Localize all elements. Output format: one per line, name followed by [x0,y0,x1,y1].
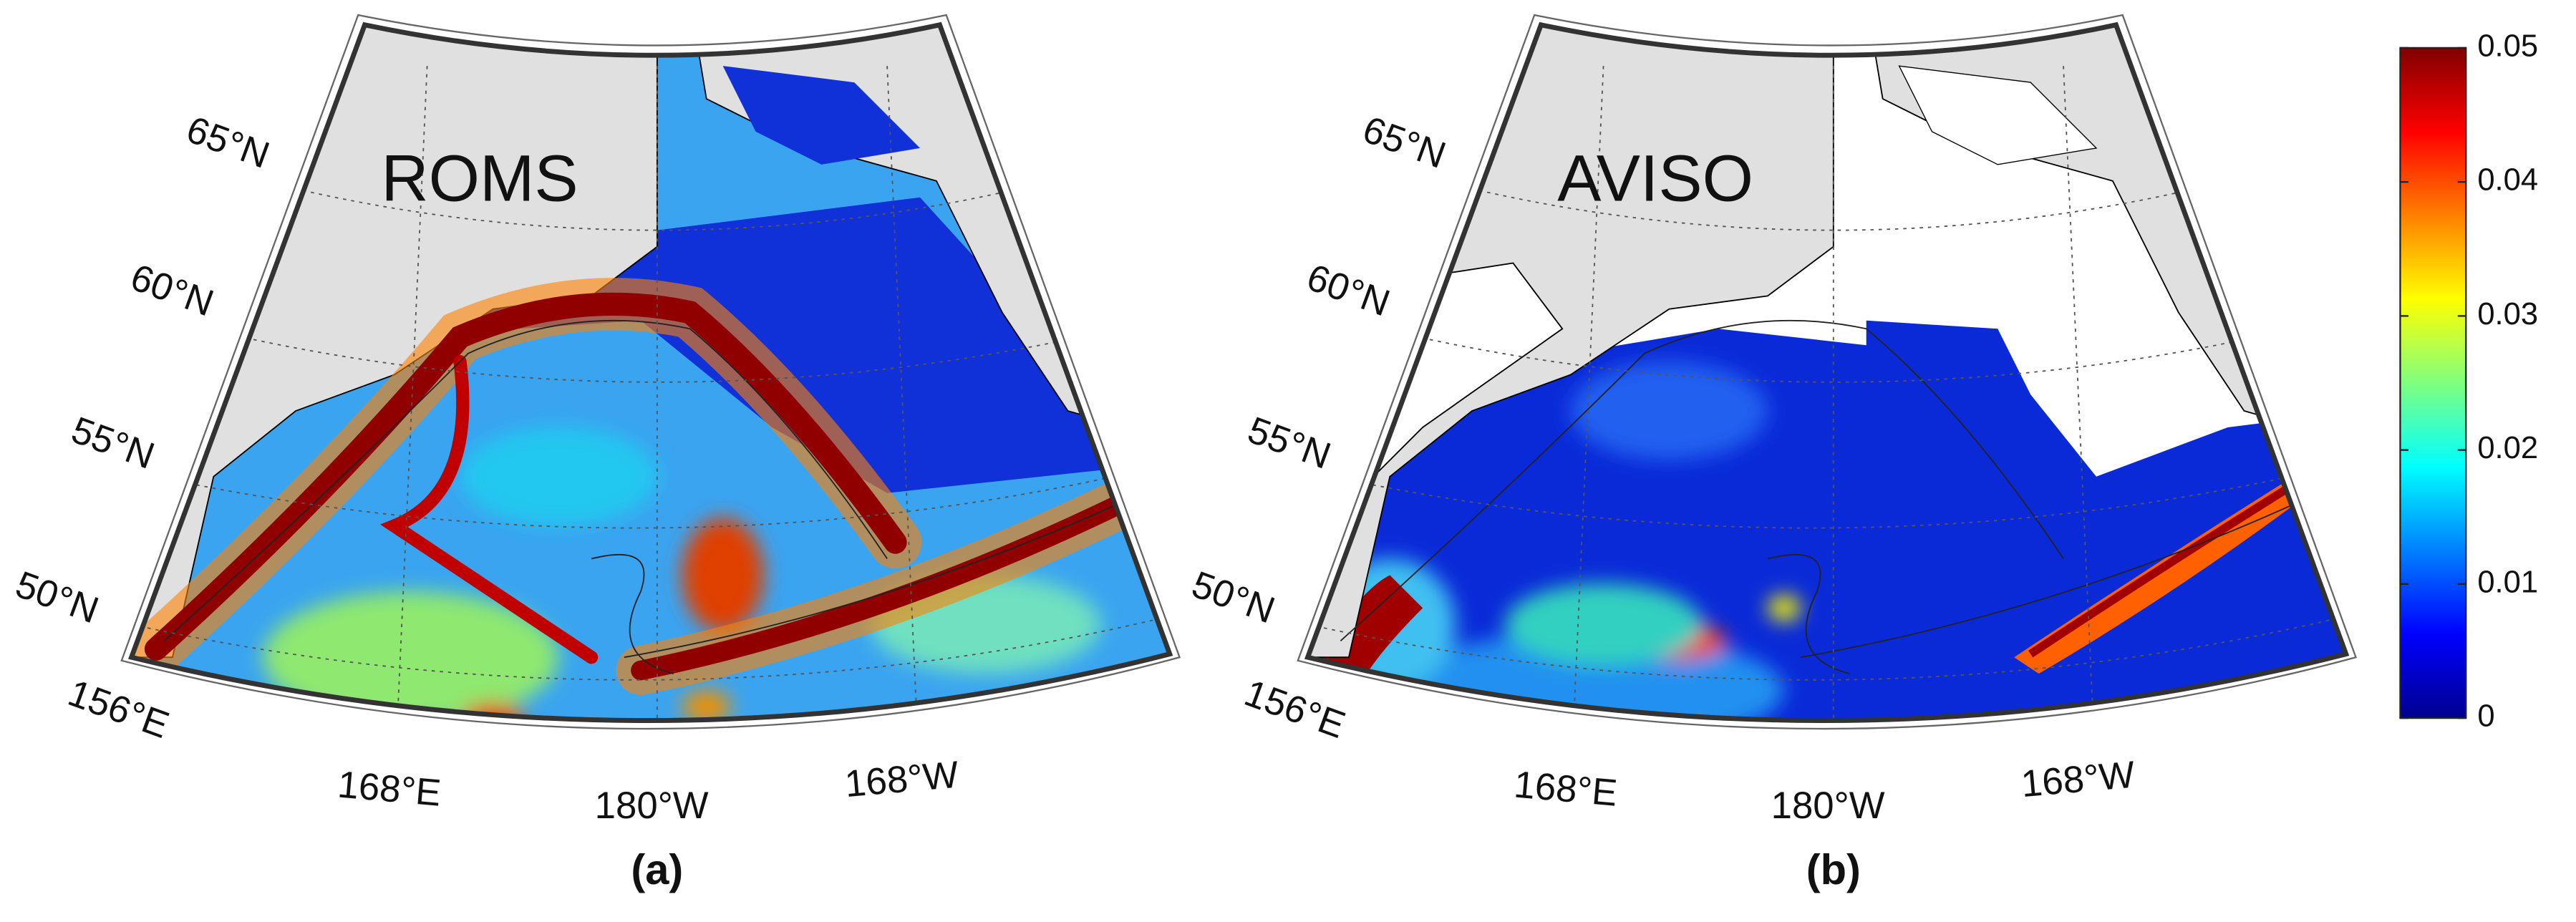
lon-label: 168°W [2020,754,2137,806]
lat-label: 50°N [1186,563,1280,632]
panel-title: ROMS [381,142,578,215]
lon-label: 168°E [336,763,442,814]
lon-label: 168°W [843,754,961,806]
lat-label: 65°N [181,108,275,177]
lat-label: 55°N [66,409,160,477]
lon-label: 156°E [1239,671,1351,747]
lon-label: 156°E [63,671,175,747]
panel-title: AVISO [1557,142,1753,215]
colorbar-tick-label: 0.03 [2477,297,2538,331]
panel-a: ROMS 65°N 60°N 55°N 50°N 156°E 168°E 180… [10,14,1181,893]
panel-label: (a) [631,845,683,893]
lat-label: 60°N [1302,256,1395,325]
panel-label: (b) [1806,845,1861,893]
colorbar-tick-label: 0.05 [2477,29,2538,63]
colorbar: 0 0.01 0.02 0.03 0.04 0.05 [2399,29,2538,734]
lon-label: 180°W [595,785,709,827]
colorbar-tick-label: 0.01 [2477,565,2538,599]
lat-label: 55°N [1242,409,1336,477]
lat-label: 60°N [125,256,219,325]
lon-label: 168°E [1512,763,1619,814]
lat-label: 65°N [1357,108,1451,177]
colorbar-scale [2399,47,2467,719]
lon-label: 180°W [1771,785,1885,827]
lat-label: 50°N [10,563,104,632]
colorbar-tick-label: 0.04 [2477,163,2538,198]
colorbar-tick-label: 0.02 [2477,431,2538,465]
colorbar-tick-label: 0 [2477,699,2494,734]
panel-b: AVISO 65°N 60°N 55°N 50°N 156°E 168°E 18… [1186,14,2358,893]
